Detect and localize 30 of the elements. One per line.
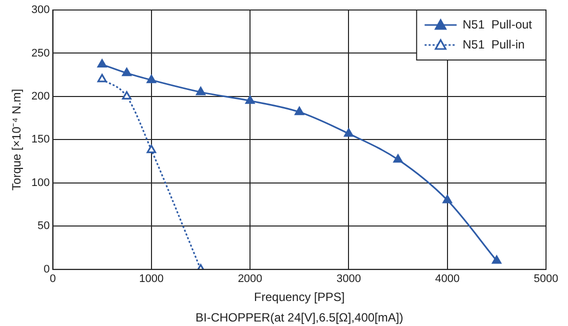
x-tick-label: 1000 <box>139 273 164 286</box>
x-tick-label: 3000 <box>336 273 361 286</box>
point <box>146 144 156 154</box>
point <box>146 74 156 84</box>
y-tick-label: 200 <box>31 90 50 102</box>
legend-label: N51 Pull-in <box>462 37 525 52</box>
point <box>97 74 107 82</box>
point <box>393 154 403 163</box>
y-tick-label: 250 <box>31 47 50 60</box>
point <box>122 91 132 100</box>
y-tick-label: 50 <box>38 220 50 232</box>
point <box>196 86 206 96</box>
y-tick-label: 150 <box>31 134 50 146</box>
y-tick-label: 300 <box>31 4 50 16</box>
point <box>344 128 354 137</box>
point <box>245 95 255 104</box>
point <box>122 68 132 76</box>
x-tick-label: 2000 <box>238 273 262 286</box>
y-axis-title: Torque [×10⁻⁴ N.m] <box>10 88 24 190</box>
y-tick-label: 0 <box>44 263 50 276</box>
point <box>492 255 502 264</box>
legend-label: N51 Pull-out <box>462 17 533 32</box>
point <box>97 59 107 68</box>
point <box>442 194 452 204</box>
point <box>294 106 304 116</box>
x-tick-label: 5000 <box>534 273 558 286</box>
text: BI-CHOPPER(at 24[V],6.5[Ω],400[mA]) <box>196 310 404 324</box>
x-tick-label: 4000 <box>435 273 460 286</box>
x-axis-title: Frequency [PPS] <box>254 290 345 304</box>
y-tick-label: 100 <box>31 176 50 189</box>
